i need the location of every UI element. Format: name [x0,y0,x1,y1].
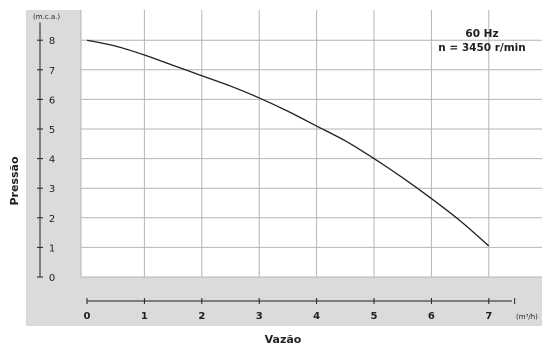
annotation-frequency: 60 Hz [465,28,498,40]
series-group [86,39,490,247]
y-tick-label: 0 [49,273,55,284]
annotation-speed: n = 3450 r/min [438,42,526,54]
y-tick-label: 2 [49,214,55,225]
y-tick-label: 4 [49,155,55,166]
y-tick-label: 3 [49,184,55,195]
y-tick-label: 1 [49,243,55,254]
x-axis-title: Vazão [265,333,302,346]
x-axis: 0 1 2 3 4 5 6 7 [84,298,516,322]
x-tick-label: 7 [485,311,492,322]
x-tick-label: 3 [256,311,263,322]
series-line-pressure [86,39,490,247]
y-tick-label: 8 [49,36,55,47]
x-tick-label: 5 [371,311,378,322]
x-tick-label: 0 [84,311,91,322]
y-tick-label: 5 [49,125,55,136]
x-tick-label: 6 [428,311,435,322]
y-tick-label: 6 [49,95,55,106]
chart-frame [26,10,542,326]
grid-lines [81,10,542,277]
y-tick-label: 7 [49,66,55,77]
x-tick-label: 4 [313,311,320,322]
y-axis: 0 1 2 3 4 5 6 7 8 [37,22,55,284]
plot-area [81,10,542,277]
x-tick-label: 1 [141,311,148,322]
x-unit-label: (m³/h) [516,313,538,321]
x-tick-label: 2 [198,311,205,322]
y-unit-label: (m.c.a.) [33,13,60,21]
y-axis-title: Pressão [8,156,21,205]
